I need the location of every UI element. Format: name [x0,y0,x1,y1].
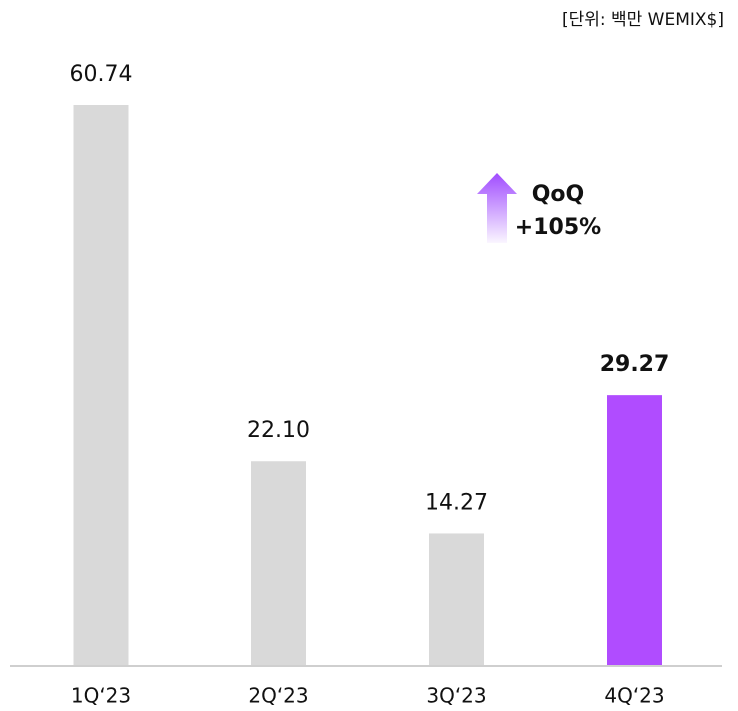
annotation: QoQ [532,182,585,207]
increase-arrow [477,173,517,243]
bar [607,395,662,665]
x-tick-label: 2Q‘23 [248,684,308,708]
value-label: 60.74 [70,62,133,87]
x-tick-label: 1Q‘23 [71,684,131,708]
bar [73,105,129,665]
x-tick-label: 4Q‘23 [604,684,664,708]
unit-label: [단위: 백만 WEMIX$] [562,10,724,30]
annotation: +105% [515,215,601,240]
bar [251,461,306,665]
value-label: 14.27 [425,490,488,515]
bar [429,533,484,665]
value-label: 29.27 [600,352,670,377]
x-tick-label: 3Q‘23 [426,684,486,708]
value-label: 22.10 [247,418,310,443]
